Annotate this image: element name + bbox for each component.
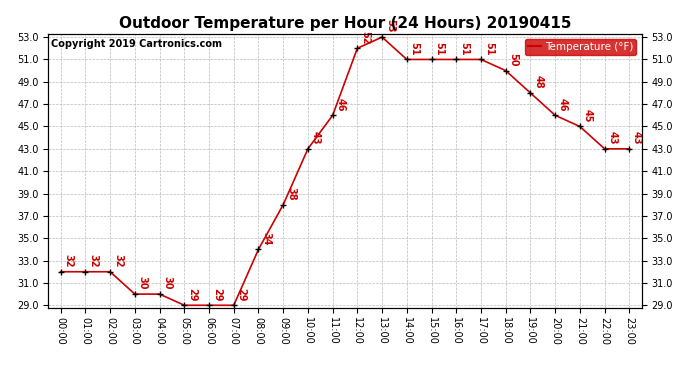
Text: 32: 32 (113, 254, 123, 268)
Text: Copyright 2019 Cartronics.com: Copyright 2019 Cartronics.com (51, 39, 222, 49)
Text: 43: 43 (607, 131, 618, 145)
Text: 29: 29 (212, 288, 221, 301)
Text: 46: 46 (558, 98, 568, 111)
Text: 32: 32 (88, 254, 98, 268)
Text: 32: 32 (63, 254, 73, 268)
Text: 51: 51 (410, 42, 420, 55)
Text: 52: 52 (360, 31, 370, 44)
Text: 51: 51 (434, 42, 444, 55)
Title: Outdoor Temperature per Hour (24 Hours) 20190415: Outdoor Temperature per Hour (24 Hours) … (119, 16, 571, 31)
Text: 51: 51 (484, 42, 494, 55)
Text: 43: 43 (632, 131, 642, 145)
Text: 34: 34 (262, 232, 271, 245)
Text: 38: 38 (286, 187, 296, 201)
Text: 29: 29 (187, 288, 197, 301)
Text: 53: 53 (385, 20, 395, 33)
Text: 45: 45 (582, 109, 593, 122)
Text: 30: 30 (162, 276, 172, 290)
Text: 29: 29 (237, 288, 246, 301)
Text: 30: 30 (137, 276, 148, 290)
Text: 50: 50 (509, 53, 518, 66)
Text: 51: 51 (459, 42, 469, 55)
Text: 46: 46 (335, 98, 346, 111)
Legend: Temperature (°F): Temperature (°F) (525, 39, 636, 55)
Text: 48: 48 (533, 75, 543, 89)
Text: 43: 43 (310, 131, 321, 145)
